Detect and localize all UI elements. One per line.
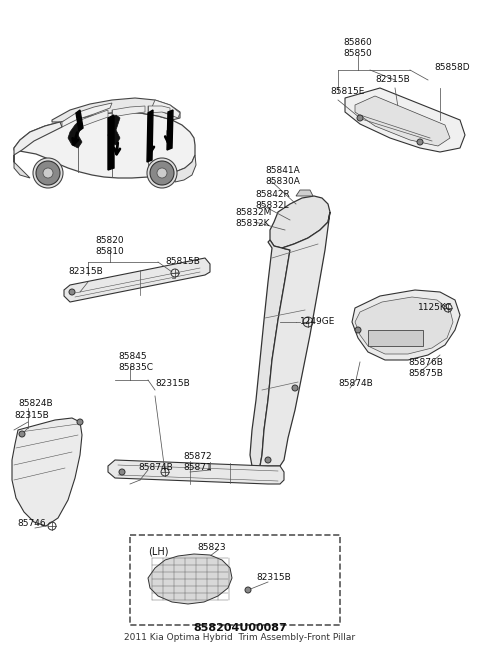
Polygon shape xyxy=(62,103,112,127)
Text: 85872
85871: 85872 85871 xyxy=(184,452,212,472)
Polygon shape xyxy=(355,297,453,354)
Text: (LH): (LH) xyxy=(148,547,168,557)
Polygon shape xyxy=(14,122,62,155)
Circle shape xyxy=(43,168,53,178)
Text: 85832M
85832K: 85832M 85832K xyxy=(235,208,271,228)
Text: 85860
85850: 85860 85850 xyxy=(344,38,372,58)
Polygon shape xyxy=(108,115,120,145)
Text: 85815E: 85815E xyxy=(330,87,364,96)
Polygon shape xyxy=(12,418,82,526)
Circle shape xyxy=(36,161,60,185)
Polygon shape xyxy=(76,110,83,131)
Circle shape xyxy=(355,327,361,333)
Circle shape xyxy=(119,469,125,475)
Polygon shape xyxy=(148,106,170,114)
Polygon shape xyxy=(52,98,180,122)
Polygon shape xyxy=(14,112,195,178)
Text: 2011 Kia Optima Hybrid  Trim Assembly-Front Pillar: 2011 Kia Optima Hybrid Trim Assembly-Fro… xyxy=(124,633,356,642)
Polygon shape xyxy=(108,460,284,484)
Text: 1249GE: 1249GE xyxy=(300,318,336,327)
Circle shape xyxy=(19,431,25,437)
Circle shape xyxy=(150,161,174,185)
Text: 82315B: 82315B xyxy=(155,380,190,388)
Polygon shape xyxy=(14,155,30,178)
Text: 85820
85810: 85820 85810 xyxy=(96,236,124,256)
Text: 82315B: 82315B xyxy=(14,411,49,421)
Polygon shape xyxy=(68,122,82,148)
Text: 85841A
85830A: 85841A 85830A xyxy=(265,166,300,186)
Polygon shape xyxy=(78,110,108,128)
Polygon shape xyxy=(250,240,290,466)
Polygon shape xyxy=(64,258,210,302)
Text: 85823: 85823 xyxy=(198,543,226,553)
Polygon shape xyxy=(148,554,232,604)
Text: 85824B: 85824B xyxy=(18,399,53,408)
Circle shape xyxy=(147,158,177,188)
Circle shape xyxy=(245,587,251,593)
Polygon shape xyxy=(152,100,180,118)
Polygon shape xyxy=(147,110,153,162)
Text: 85815B: 85815B xyxy=(165,258,200,267)
Polygon shape xyxy=(270,196,330,248)
Bar xyxy=(368,330,423,346)
Text: 85845
85835C: 85845 85835C xyxy=(118,353,153,371)
Polygon shape xyxy=(352,290,460,360)
Text: 85842R
85832L: 85842R 85832L xyxy=(255,190,290,210)
Text: 85876B
85875B: 85876B 85875B xyxy=(408,358,443,378)
Text: 82315B: 82315B xyxy=(256,573,291,582)
Circle shape xyxy=(265,457,271,463)
Text: 82315B: 82315B xyxy=(375,76,410,85)
Text: 85874B: 85874B xyxy=(338,380,373,388)
Polygon shape xyxy=(355,96,450,146)
Circle shape xyxy=(77,419,83,425)
Polygon shape xyxy=(260,212,330,466)
Text: 85858D: 85858D xyxy=(434,63,469,72)
Text: 82315B: 82315B xyxy=(68,267,103,276)
Circle shape xyxy=(357,115,363,121)
Circle shape xyxy=(292,385,298,391)
Text: 858204U00087: 858204U00087 xyxy=(193,623,287,633)
Circle shape xyxy=(69,289,75,295)
Polygon shape xyxy=(167,110,173,150)
Polygon shape xyxy=(112,106,145,117)
Polygon shape xyxy=(345,88,465,152)
Circle shape xyxy=(157,168,167,178)
Text: 85874B: 85874B xyxy=(138,463,173,472)
Polygon shape xyxy=(175,155,196,182)
Circle shape xyxy=(417,139,423,145)
Polygon shape xyxy=(296,190,313,196)
Text: 85746: 85746 xyxy=(18,518,46,527)
Circle shape xyxy=(33,158,63,188)
Polygon shape xyxy=(108,115,114,170)
Text: 1125KC: 1125KC xyxy=(418,303,453,313)
